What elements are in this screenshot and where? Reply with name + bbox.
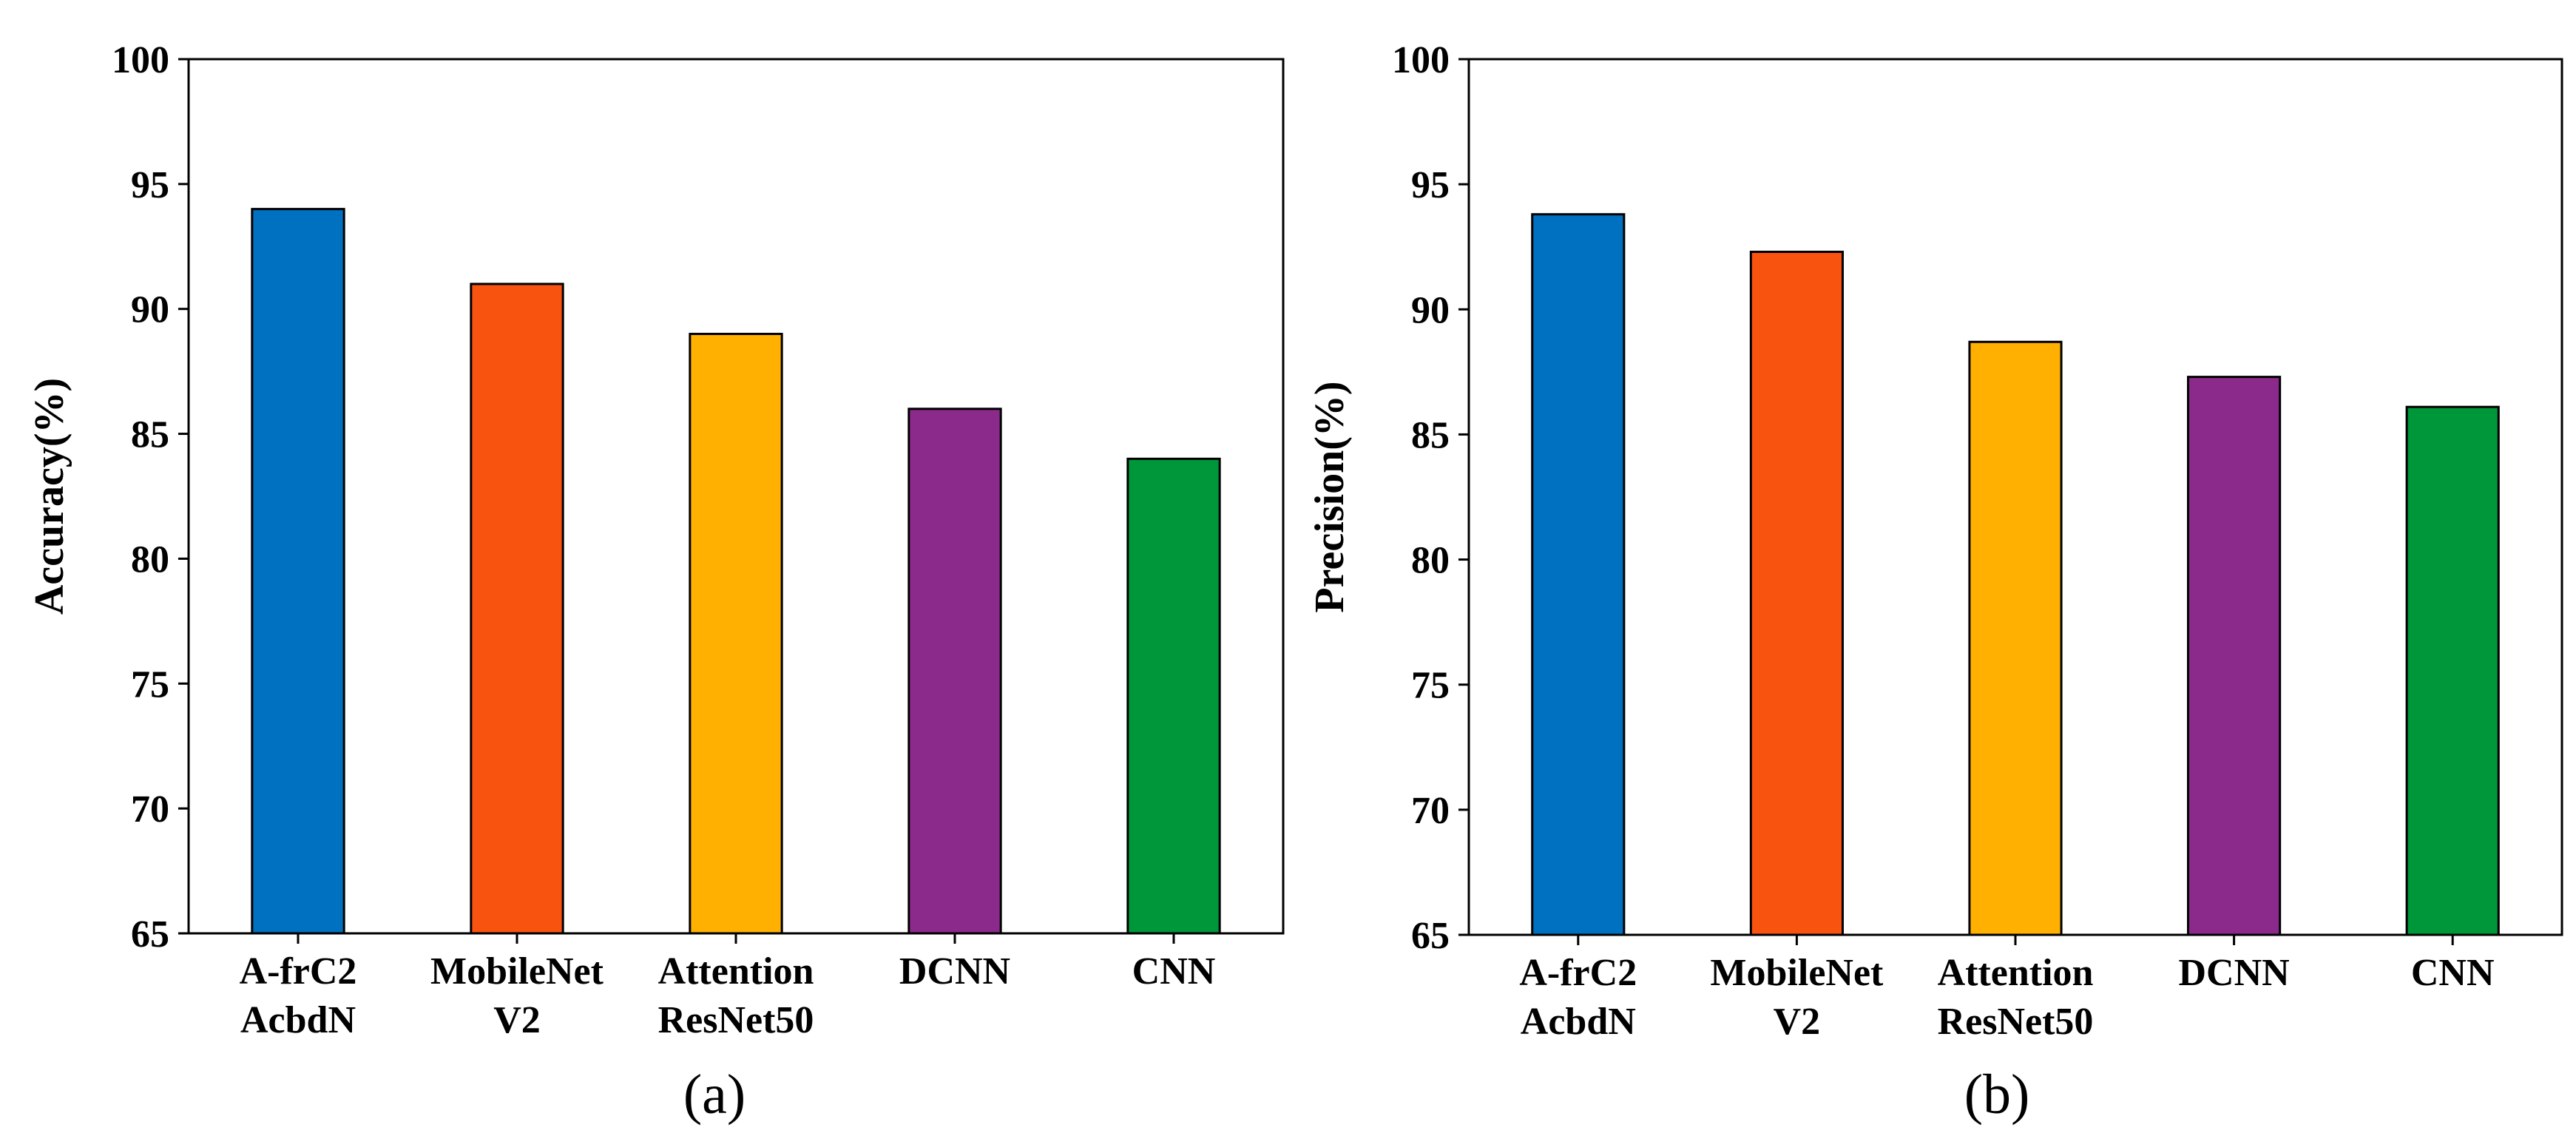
- x-tick-label: AcbdN: [1521, 1001, 1636, 1043]
- x-tick-label: A-frC2: [240, 950, 357, 993]
- y-tick-label: 80: [1411, 540, 1450, 582]
- x-tick-label: CNN: [1132, 950, 1216, 993]
- y-tick-label: 70: [131, 788, 169, 831]
- x-tick-label: A-frC2: [1519, 952, 1637, 994]
- y-axis-label: Precision(%): [1307, 381, 1353, 612]
- bar-4: [2405, 405, 2500, 936]
- y-tick-label: 90: [131, 289, 169, 331]
- x-tick-label: Attention: [658, 950, 814, 993]
- x-tick-label: MobileNet: [430, 950, 604, 993]
- bar-2: [1968, 340, 2063, 936]
- y-tick-label: 85: [1411, 414, 1450, 456]
- y-axis-label: Accuracy(%): [27, 378, 72, 615]
- y-tick-label: 65: [1411, 915, 1450, 957]
- y-tick-label: 75: [131, 663, 169, 706]
- bar-3: [2187, 376, 2282, 936]
- x-tick-label: Attention: [1938, 952, 2094, 994]
- y-tick-label: 65: [131, 913, 169, 956]
- y-tick-label: 100: [1392, 39, 1450, 81]
- y-tick-label: 95: [131, 164, 169, 206]
- x-tick-label: DCNN: [899, 950, 1010, 993]
- accuracy-chart: 65 70 75 80 85 90 95 100 A-frC2 AcbdN MobileNet V2 A…: [27, 39, 1285, 1126]
- chart-panel-a: 65 70 75 80 85 90 95 100 A-frC2 AcbdN MobileNet V2 A…: [27, 39, 1285, 1126]
- x-tick-label: AcbdN: [240, 999, 356, 1041]
- x-tick-label: CNN: [2411, 952, 2495, 994]
- precision-chart: 65 70 75 80 85 90 95 100 A-frC2 AcbdN MobileNet V2 A…: [1307, 39, 2563, 1126]
- x-tick-label: ResNet50: [658, 999, 814, 1041]
- x-tick-label: DCNN: [2178, 952, 2289, 994]
- y-tick-label: 80: [131, 538, 169, 581]
- x-tick-label: MobileNet: [1710, 952, 1884, 994]
- y-tick-label: 70: [1411, 790, 1450, 832]
- bar-1: [470, 283, 564, 935]
- y-tick-label: 90: [1411, 289, 1450, 331]
- bar-0: [1531, 213, 1626, 936]
- chart-panel-b: 65 70 75 80 85 90 95 100 A-frC2 AcbdN MobileNet V2 A…: [1288, 0, 2576, 1136]
- panel-caption: (b): [1964, 1064, 2030, 1126]
- bar-0: [251, 208, 345, 935]
- x-tick-label: V2: [493, 999, 541, 1041]
- bar-1: [1749, 250, 1844, 936]
- bar-4: [1126, 457, 1221, 935]
- x-tick-label: ResNet50: [1938, 1001, 2094, 1043]
- y-tick-label: 85: [131, 414, 169, 456]
- panel-caption: (a): [683, 1064, 746, 1126]
- bar-2: [689, 332, 783, 935]
- bar-3: [907, 408, 1002, 935]
- x-tick-label: V2: [1774, 1001, 1821, 1043]
- y-tick-label: 95: [1411, 164, 1450, 206]
- y-tick-label: 100: [112, 39, 169, 81]
- y-tick-label: 75: [1411, 665, 1450, 707]
